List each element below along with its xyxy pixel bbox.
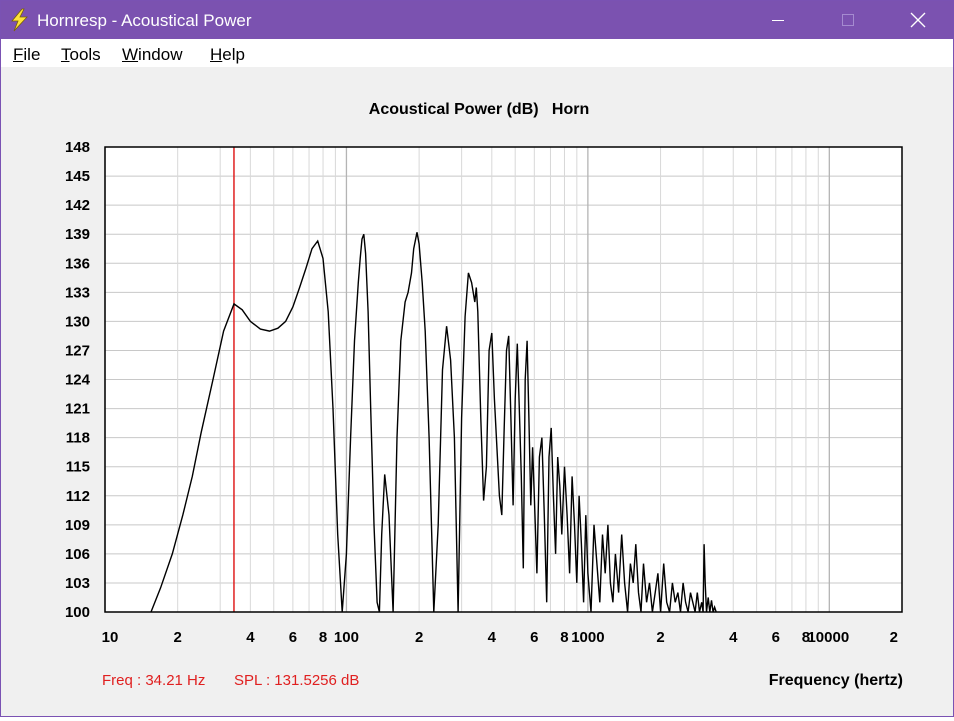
x-tick-label: 10 (102, 629, 119, 646)
x-tick-label: 2 (415, 629, 423, 646)
y-tick-label: 100 (65, 604, 90, 621)
x-tick-label: 10000 (807, 629, 849, 646)
menu-help-mnemonic: H (210, 45, 223, 64)
menu-window[interactable]: Window (122, 45, 182, 65)
x-tick-label: 6 (289, 629, 297, 646)
menu-tools[interactable]: Tools (61, 45, 101, 65)
x-tick-label: 4 (246, 629, 255, 646)
close-icon (910, 12, 926, 28)
acoustical-power-chart[interactable]: Acoustical Power (dB) Horn 1481451421391… (1, 67, 953, 716)
x-tick-label: 2 (174, 629, 182, 646)
x-tick-label: 8 (802, 629, 810, 646)
y-tick-label: 118 (66, 430, 90, 447)
x-tick-label: 6 (530, 629, 538, 646)
menu-file-rest: ile (23, 45, 41, 64)
y-tick-label: 112 (66, 488, 90, 505)
y-tick-label: 148 (65, 139, 90, 156)
chart-title: Acoustical Power (dB) Horn (369, 101, 589, 118)
y-tick-label: 109 (65, 517, 90, 534)
chart-area: Acoustical Power (dB) Horn 148 145 142 139 1… (1, 67, 953, 716)
x-tick-label: 6 (772, 629, 780, 646)
x-tick-label: 4 (488, 629, 497, 646)
y-tick-label: 124 (65, 372, 91, 389)
y-tick-label: 139 (65, 226, 90, 243)
series-line (150, 232, 717, 613)
lightning-bolt-icon (9, 8, 31, 32)
cursor-freq-readout: Freq : 34.21 Hz (102, 672, 205, 689)
menu-bar: File Tools Window Help (1, 39, 953, 67)
menu-help-rest: elp (222, 45, 245, 64)
minimize-icon (772, 20, 784, 21)
x-tick-label: 1000 (571, 629, 604, 646)
y-tick-label: 136 (65, 255, 90, 272)
menu-help[interactable]: Help (210, 45, 245, 65)
y-tick-label: 127 (65, 342, 90, 359)
y-tick-label: 133 (65, 284, 90, 301)
x-tick-label: 100 (334, 629, 359, 646)
menu-file-mnemonic: F (13, 45, 24, 64)
x-tick-label: 2 (656, 629, 664, 646)
maximize-button[interactable] (813, 1, 883, 39)
plot-border (104, 146, 903, 613)
title-bar[interactable]: Hornresp - Acoustical Power (1, 1, 953, 39)
tick-labels: 148 145 142 139 136 133 130 127 124 121 118 115 112 1… (65, 139, 898, 646)
y-tick-label: 106 (65, 546, 90, 563)
y-tick-label: 142 (65, 197, 90, 214)
y-tick-label: 130 (65, 313, 90, 330)
y-tick-label: 121 (65, 401, 90, 418)
y-tick-label: 103 (65, 575, 90, 592)
menu-tools-rest: ools (69, 45, 101, 64)
menu-window-mnemonic: W (122, 45, 139, 64)
x-tick-label: 4 (729, 629, 738, 646)
menu-window-rest: indow (138, 45, 183, 64)
window-title: Hornresp - Acoustical Power (37, 11, 252, 30)
y-tick-label: 145 (65, 168, 90, 185)
cursor-spl-readout: SPL : 131.5256 dB (234, 672, 359, 689)
x-tick-label: 8 (319, 629, 327, 646)
maximize-icon (842, 14, 854, 26)
x-axis-label: Frequency (hertz) (769, 672, 903, 689)
minimize-button[interactable] (743, 1, 813, 39)
y-tick-label: 115 (66, 459, 90, 476)
menu-tools-mnemonic: T (61, 45, 70, 64)
x-tick-label: 2 (890, 629, 898, 646)
menu-file[interactable]: File (13, 45, 40, 65)
x-tick-label: 8 (560, 629, 568, 646)
close-button[interactable] (883, 1, 953, 39)
